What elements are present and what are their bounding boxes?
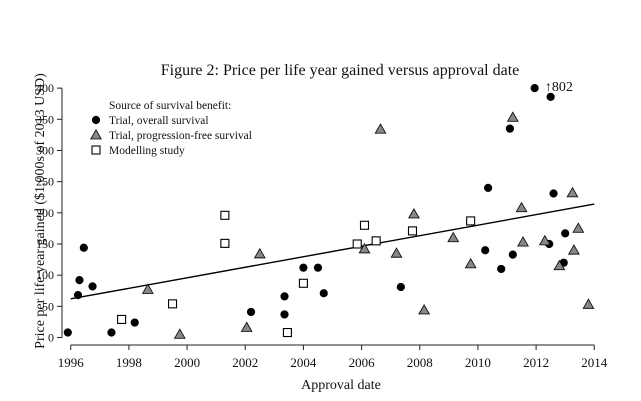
x-tick-label: 2006 bbox=[349, 355, 376, 370]
pfs-point bbox=[538, 234, 551, 246]
pfs-point bbox=[553, 259, 566, 271]
pfs-point bbox=[515, 201, 528, 213]
y-tick-label: 300 bbox=[36, 143, 54, 157]
x-tick-label: 2010 bbox=[465, 355, 491, 370]
modelling-study-point bbox=[220, 210, 230, 220]
overall-survival-point bbox=[319, 289, 328, 298]
modelling-study-point bbox=[220, 238, 230, 248]
modelling-study-point bbox=[407, 226, 418, 236]
x-tick-label: 2008 bbox=[407, 355, 433, 370]
y-tick-label: 0 bbox=[48, 331, 54, 345]
y-tick-label: 200 bbox=[36, 206, 54, 220]
pfs-point bbox=[572, 222, 585, 233]
y-tick-label: 350 bbox=[36, 112, 54, 126]
overall-survival-point bbox=[107, 328, 116, 337]
outlier-annotation: ↑802 bbox=[545, 80, 573, 95]
legend-marker bbox=[91, 115, 101, 125]
overall-survival-point bbox=[280, 310, 289, 319]
x-axis-label: Approval date bbox=[301, 378, 381, 393]
pfs-point bbox=[418, 303, 431, 315]
trendline-segment bbox=[70, 203, 595, 300]
overall-survival-point bbox=[396, 282, 405, 292]
modelling-study-point bbox=[466, 216, 476, 226]
y-tick-label: 250 bbox=[36, 175, 54, 189]
x-tick-label: 2002 bbox=[232, 355, 258, 370]
modelling-study-point bbox=[117, 314, 127, 324]
pfs-point bbox=[567, 244, 580, 255]
pfs-point bbox=[253, 247, 266, 259]
legend: Source of survival benefit: Trial, overal… bbox=[90, 100, 252, 157]
data-points bbox=[63, 84, 595, 339]
pfs-point bbox=[407, 207, 420, 219]
modelling-study-point bbox=[352, 239, 362, 249]
modelling-study-point bbox=[371, 236, 381, 246]
pfs-point bbox=[566, 186, 579, 198]
overall-survival-point bbox=[549, 189, 558, 198]
overall-survival-point bbox=[508, 250, 517, 259]
legend-marker bbox=[91, 145, 101, 155]
y-tick-label: 150 bbox=[36, 237, 54, 251]
pfs-point bbox=[390, 247, 403, 258]
overall-survival-point bbox=[546, 92, 555, 101]
legend-title: Source of survival benefit: bbox=[109, 100, 231, 112]
y-axis-label: Price per life year gained ($1,000s of 2… bbox=[33, 73, 48, 349]
overall-survival-point bbox=[313, 263, 323, 272]
x-tick-label: 2000 bbox=[174, 355, 200, 370]
pfs-point bbox=[358, 242, 371, 254]
modelling-study-point bbox=[359, 220, 370, 230]
overall-survival-point bbox=[75, 276, 84, 285]
overall-survival-point bbox=[63, 328, 72, 337]
legend-marker bbox=[90, 128, 102, 140]
annotations: ↑802 bbox=[545, 80, 573, 95]
pfs-point bbox=[582, 298, 595, 309]
trendline bbox=[70, 203, 595, 300]
overall-survival-point bbox=[530, 84, 539, 93]
overall-survival-point bbox=[561, 229, 570, 238]
pfs-point bbox=[447, 231, 460, 243]
pfs-point bbox=[141, 283, 154, 294]
modelling-study-point bbox=[282, 327, 292, 338]
y-tick-label: 400 bbox=[36, 81, 54, 95]
x-tick-label: 1996 bbox=[58, 355, 85, 370]
pfs-point bbox=[240, 321, 253, 332]
x-tick-label: 2004 bbox=[290, 355, 317, 370]
overall-survival-point bbox=[246, 307, 256, 317]
overall-survival-point bbox=[280, 292, 289, 301]
legend-entry-label: Trial, overall survival bbox=[109, 115, 209, 127]
x-tick-label: 1998 bbox=[116, 355, 142, 370]
overall-survival-point bbox=[73, 291, 83, 300]
legend-entry-label: Trial, progression-free survival bbox=[109, 130, 252, 142]
pfs-point bbox=[374, 123, 387, 134]
overall-survival-point bbox=[484, 183, 493, 192]
overall-survival-point bbox=[497, 264, 506, 274]
pfs-point bbox=[464, 257, 477, 269]
overall-survival-point bbox=[505, 124, 515, 133]
x-tick-label: 2014 bbox=[581, 355, 608, 370]
overall-survival-point bbox=[299, 263, 308, 272]
pfs-point bbox=[506, 111, 519, 122]
modelling-study-point bbox=[298, 278, 308, 288]
axes: 1996 1998 2000 2002 2004 2006 2008 2010 2012 2014… bbox=[36, 81, 608, 370]
pfs-point bbox=[173, 328, 186, 339]
y-tick-label: 50 bbox=[42, 299, 54, 313]
overall-survival-point bbox=[130, 318, 139, 327]
overall-survival-point bbox=[481, 246, 490, 255]
chart-title: Figure 2: Price per life year gained ver… bbox=[161, 62, 520, 79]
modelling-study-point bbox=[167, 299, 178, 309]
y-tick-label: 100 bbox=[36, 268, 54, 282]
overall-survival-point bbox=[88, 282, 97, 291]
overall-survival-point bbox=[79, 243, 88, 252]
legend-entry-label: Modelling study bbox=[109, 145, 185, 157]
pfs-point bbox=[517, 236, 529, 247]
x-tick-label: 2012 bbox=[523, 355, 549, 370]
